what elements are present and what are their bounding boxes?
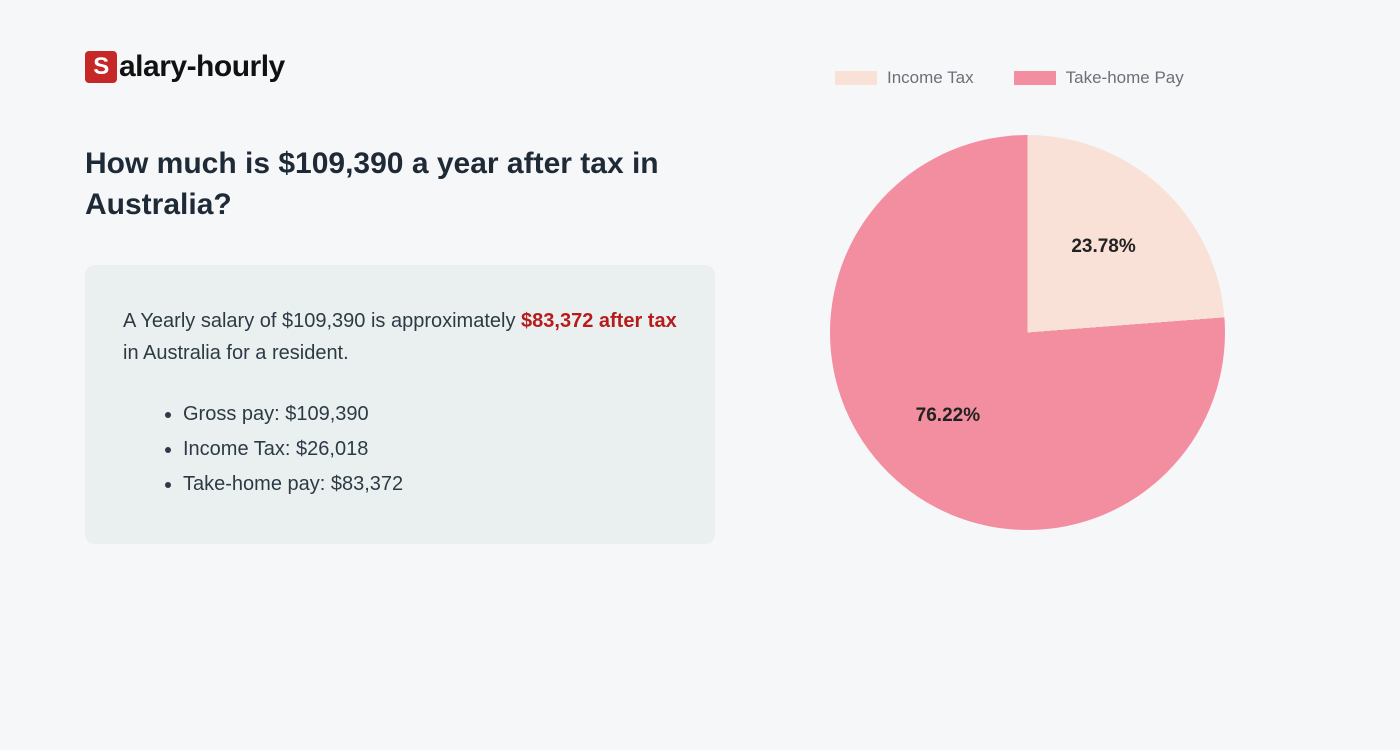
legend-swatch-icon [1014,71,1056,85]
pie-chart [830,135,1225,530]
summary-post: in Australia for a resident. [123,342,349,364]
legend-label: Take-home Pay [1066,68,1184,88]
legend-item-income-tax: Income Tax [835,68,974,88]
summary-pre: A Yearly salary of $109,390 is approxima… [123,310,521,332]
pie-chart-wrap: 23.78% 76.22% [830,135,1225,530]
logo-badge-icon: S [85,51,117,83]
page-title: How much is $109,390 a year after tax in… [85,144,685,225]
summary-highlight: $83,372 after tax [521,310,677,332]
list-item: Gross pay: $109,390 [183,397,677,432]
summary-sentence: A Yearly salary of $109,390 is approxima… [123,305,677,369]
site-logo: Salary-hourly [85,50,715,84]
pie-slice-pct-take-home: 76.22% [916,405,980,427]
pie-slice-pct-income-tax: 23.78% [1071,236,1135,258]
summary-bullet-list: Gross pay: $109,390 Income Tax: $26,018 … [123,397,677,502]
legend-swatch-icon [835,71,877,85]
chart-column: Income Tax Take-home Pay 23.78% 76.22% [755,50,1255,700]
legend-label: Income Tax [887,68,974,88]
page-container: Salary-hourly How much is $109,390 a yea… [0,0,1400,750]
list-item: Income Tax: $26,018 [183,432,677,467]
list-item: Take-home pay: $83,372 [183,467,677,502]
left-column: Salary-hourly How much is $109,390 a yea… [85,50,755,700]
legend-item-take-home: Take-home Pay [1014,68,1184,88]
logo-text: alary-hourly [119,50,285,84]
summary-box: A Yearly salary of $109,390 is approxima… [85,265,715,544]
chart-legend: Income Tax Take-home Pay [835,68,1184,88]
